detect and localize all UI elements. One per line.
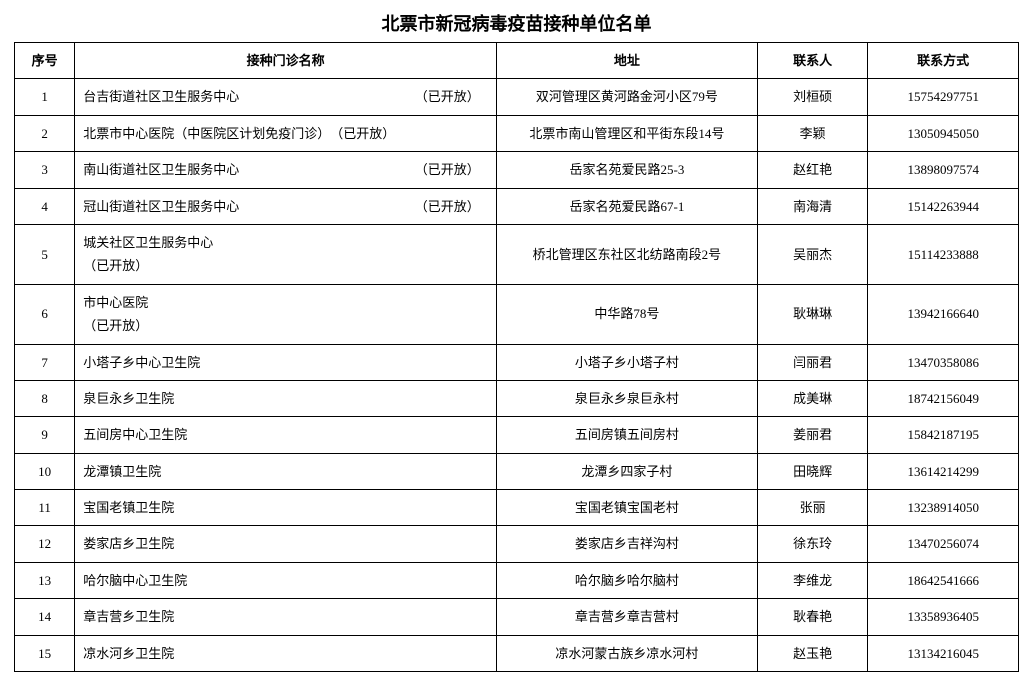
cell-name: 台吉街道社区卫生服务中心 （已开放） bbox=[75, 79, 497, 115]
cell-person: 成美琳 bbox=[757, 380, 867, 416]
cell-phone: 13942166640 bbox=[868, 284, 1019, 344]
cell-name: 五间房中心卫生院 bbox=[75, 417, 497, 453]
cell-seq: 2 bbox=[15, 115, 75, 151]
cell-addr: 双河管理区黄河路金河小区79号 bbox=[496, 79, 757, 115]
cell-seq: 13 bbox=[15, 562, 75, 598]
cell-seq: 12 bbox=[15, 526, 75, 562]
col-phone: 联系方式 bbox=[868, 43, 1019, 79]
cell-name: 娄家店乡卫生院 bbox=[75, 526, 497, 562]
cell-phone: 13614214299 bbox=[868, 453, 1019, 489]
cell-phone: 13358936405 bbox=[868, 599, 1019, 635]
col-seq: 序号 bbox=[15, 43, 75, 79]
cell-person: 赵红艳 bbox=[757, 152, 867, 188]
cell-seq: 5 bbox=[15, 224, 75, 284]
cell-phone: 15842187195 bbox=[868, 417, 1019, 453]
cell-addr: 桥北管理区东社区北纺路南段2号 bbox=[496, 224, 757, 284]
cell-name: 小塔子乡中心卫生院 bbox=[75, 344, 497, 380]
cell-person: 耿春艳 bbox=[757, 599, 867, 635]
cell-name: 章吉营乡卫生院 bbox=[75, 599, 497, 635]
cell-person: 李维龙 bbox=[757, 562, 867, 598]
cell-seq: 4 bbox=[15, 188, 75, 224]
cell-phone: 15754297751 bbox=[868, 79, 1019, 115]
table-row: 4冠山街道社区卫生服务中心 （已开放）岳家名苑爱民路67-1南海清1514226… bbox=[15, 188, 1019, 224]
cell-seq: 7 bbox=[15, 344, 75, 380]
cell-addr: 宝国老镇宝国老村 bbox=[496, 490, 757, 526]
cell-person: 姜丽君 bbox=[757, 417, 867, 453]
cell-addr: 章吉营乡章吉营村 bbox=[496, 599, 757, 635]
cell-addr: 龙潭乡四家子村 bbox=[496, 453, 757, 489]
cell-person: 田晓辉 bbox=[757, 453, 867, 489]
cell-phone: 13470358086 bbox=[868, 344, 1019, 380]
table-row: 3南山街道社区卫生服务中心 （已开放）岳家名苑爱民路25-3赵红艳1389809… bbox=[15, 152, 1019, 188]
table-row: 2北票市中心医院（中医院区计划免疫门诊） （已开放）北票市南山管理区和平街东段1… bbox=[15, 115, 1019, 151]
cell-addr: 泉巨永乡泉巨永村 bbox=[496, 380, 757, 416]
table-row: 15凉水河乡卫生院凉水河蒙古族乡凉水河村赵玉艳13134216045 bbox=[15, 635, 1019, 671]
cell-name: 龙潭镇卫生院 bbox=[75, 453, 497, 489]
cell-name: 城关社区卫生服务中心 （已开放） bbox=[75, 224, 497, 284]
cell-person: 李颖 bbox=[757, 115, 867, 151]
cell-seq: 1 bbox=[15, 79, 75, 115]
col-person: 联系人 bbox=[757, 43, 867, 79]
cell-name: 市中心医院 （已开放） bbox=[75, 284, 497, 344]
cell-seq: 3 bbox=[15, 152, 75, 188]
cell-person: 耿琳琳 bbox=[757, 284, 867, 344]
cell-seq: 15 bbox=[15, 635, 75, 671]
cell-name: 宝国老镇卫生院 bbox=[75, 490, 497, 526]
cell-addr: 北票市南山管理区和平街东段14号 bbox=[496, 115, 757, 151]
cell-person: 赵玉艳 bbox=[757, 635, 867, 671]
cell-person: 南海清 bbox=[757, 188, 867, 224]
cell-phone: 13050945050 bbox=[868, 115, 1019, 151]
table-row: 13哈尔脑中心卫生院哈尔脑乡哈尔脑村李维龙18642541666 bbox=[15, 562, 1019, 598]
cell-phone: 18642541666 bbox=[868, 562, 1019, 598]
cell-addr: 中华路78号 bbox=[496, 284, 757, 344]
table-row: 14章吉营乡卫生院章吉营乡章吉营村耿春艳13358936405 bbox=[15, 599, 1019, 635]
cell-phone: 13898097574 bbox=[868, 152, 1019, 188]
cell-seq: 14 bbox=[15, 599, 75, 635]
cell-phone: 13238914050 bbox=[868, 490, 1019, 526]
table-row: 1台吉街道社区卫生服务中心 （已开放）双河管理区黄河路金河小区79号刘桓硕157… bbox=[15, 79, 1019, 115]
col-name: 接种门诊名称 bbox=[75, 43, 497, 79]
table-row: 6市中心医院 （已开放）中华路78号耿琳琳13942166640 bbox=[15, 284, 1019, 344]
cell-seq: 6 bbox=[15, 284, 75, 344]
table-row: 8泉巨永乡卫生院泉巨永乡泉巨永村成美琳18742156049 bbox=[15, 380, 1019, 416]
cell-addr: 哈尔脑乡哈尔脑村 bbox=[496, 562, 757, 598]
cell-addr: 五间房镇五间房村 bbox=[496, 417, 757, 453]
table-row: 11宝国老镇卫生院宝国老镇宝国老村张丽13238914050 bbox=[15, 490, 1019, 526]
table-row: 12娄家店乡卫生院娄家店乡吉祥沟村徐东玲13470256074 bbox=[15, 526, 1019, 562]
cell-addr: 小塔子乡小塔子村 bbox=[496, 344, 757, 380]
table-row: 10龙潭镇卫生院龙潭乡四家子村田晓辉13614214299 bbox=[15, 453, 1019, 489]
cell-person: 徐东玲 bbox=[757, 526, 867, 562]
cell-seq: 9 bbox=[15, 417, 75, 453]
cell-seq: 10 bbox=[15, 453, 75, 489]
table-row: 9五间房中心卫生院五间房镇五间房村姜丽君15842187195 bbox=[15, 417, 1019, 453]
cell-addr: 岳家名苑爱民路25-3 bbox=[496, 152, 757, 188]
table-row: 5城关社区卫生服务中心 （已开放）桥北管理区东社区北纺路南段2号吴丽杰15114… bbox=[15, 224, 1019, 284]
vaccination-sites-table: 序号 接种门诊名称 地址 联系人 联系方式 1台吉街道社区卫生服务中心 （已开放… bbox=[14, 42, 1019, 672]
cell-name: 泉巨永乡卫生院 bbox=[75, 380, 497, 416]
cell-name: 哈尔脑中心卫生院 bbox=[75, 562, 497, 598]
cell-name: 凉水河乡卫生院 bbox=[75, 635, 497, 671]
cell-seq: 8 bbox=[15, 380, 75, 416]
table-header-row: 序号 接种门诊名称 地址 联系人 联系方式 bbox=[15, 43, 1019, 79]
cell-addr: 凉水河蒙古族乡凉水河村 bbox=[496, 635, 757, 671]
cell-phone: 15114233888 bbox=[868, 224, 1019, 284]
cell-name: 南山街道社区卫生服务中心 （已开放） bbox=[75, 152, 497, 188]
cell-phone: 18742156049 bbox=[868, 380, 1019, 416]
cell-person: 张丽 bbox=[757, 490, 867, 526]
cell-phone: 13470256074 bbox=[868, 526, 1019, 562]
cell-person: 刘桓硕 bbox=[757, 79, 867, 115]
cell-name: 冠山街道社区卫生服务中心 （已开放） bbox=[75, 188, 497, 224]
cell-person: 闫丽君 bbox=[757, 344, 867, 380]
page-title: 北票市新冠病毒疫苗接种单位名单 bbox=[14, 10, 1019, 36]
cell-seq: 11 bbox=[15, 490, 75, 526]
cell-phone: 13134216045 bbox=[868, 635, 1019, 671]
table-row: 7小塔子乡中心卫生院小塔子乡小塔子村闫丽君13470358086 bbox=[15, 344, 1019, 380]
col-addr: 地址 bbox=[496, 43, 757, 79]
cell-addr: 娄家店乡吉祥沟村 bbox=[496, 526, 757, 562]
cell-person: 吴丽杰 bbox=[757, 224, 867, 284]
cell-name: 北票市中心医院（中医院区计划免疫门诊） （已开放） bbox=[75, 115, 497, 151]
cell-phone: 15142263944 bbox=[868, 188, 1019, 224]
cell-addr: 岳家名苑爱民路67-1 bbox=[496, 188, 757, 224]
